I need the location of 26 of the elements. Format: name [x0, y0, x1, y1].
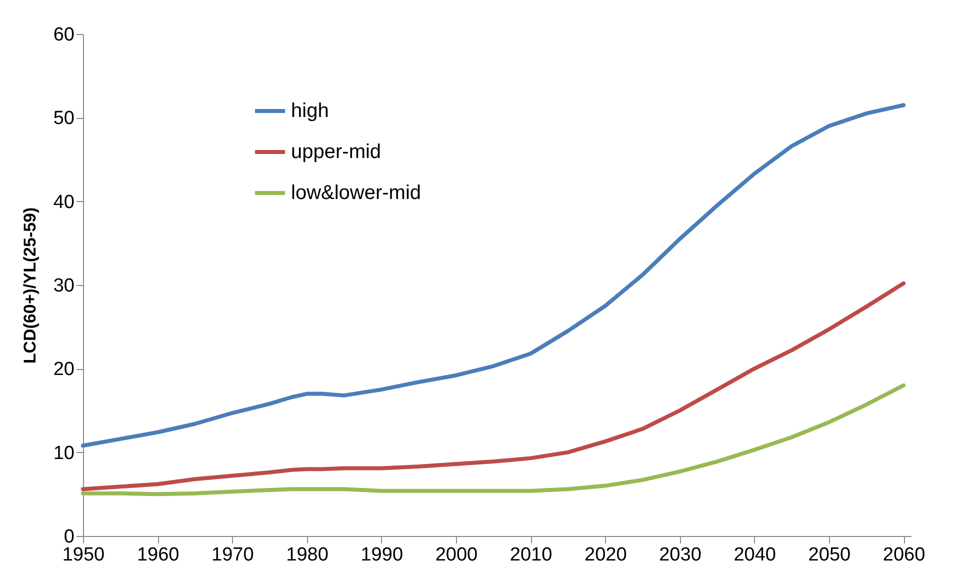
y-tick-label: 30 — [53, 276, 74, 296]
x-tick-label: 2010 — [510, 544, 552, 566]
line-series — [81, 383, 906, 496]
y-axis-title: LCD(60+)/YL(25-59) — [20, 207, 40, 364]
x-tick-label: 1980 — [286, 544, 328, 566]
y-tick-label: 0 — [64, 526, 74, 548]
line-series — [81, 103, 906, 448]
y-tick-label: 10 — [53, 442, 74, 464]
legend-label: high — [291, 100, 329, 122]
x-tick-label: 1950 — [62, 544, 105, 566]
x-tick-label: 2030 — [659, 544, 702, 566]
y-tick-label: 50 — [53, 108, 74, 130]
y-tick-label: 20 — [53, 359, 74, 380]
y-tick-label: 60 — [53, 24, 74, 46]
y-tick-label: 40 — [53, 192, 74, 213]
x-tick-label: 1990 — [360, 544, 404, 566]
legend-label: upper-mid — [291, 141, 382, 163]
x-tick-label: 1970 — [212, 544, 254, 566]
x-tick-label: 2000 — [435, 544, 478, 566]
x-tick-label: 2040 — [734, 544, 776, 566]
line-series — [81, 281, 906, 492]
x-tick-label: 2060 — [882, 544, 926, 566]
legend-label: low&lower-mid — [291, 182, 422, 204]
x-tick-label: 1960 — [136, 544, 180, 566]
x-tick-label: 2050 — [808, 544, 851, 566]
x-tick-label: 2020 — [584, 544, 627, 566]
